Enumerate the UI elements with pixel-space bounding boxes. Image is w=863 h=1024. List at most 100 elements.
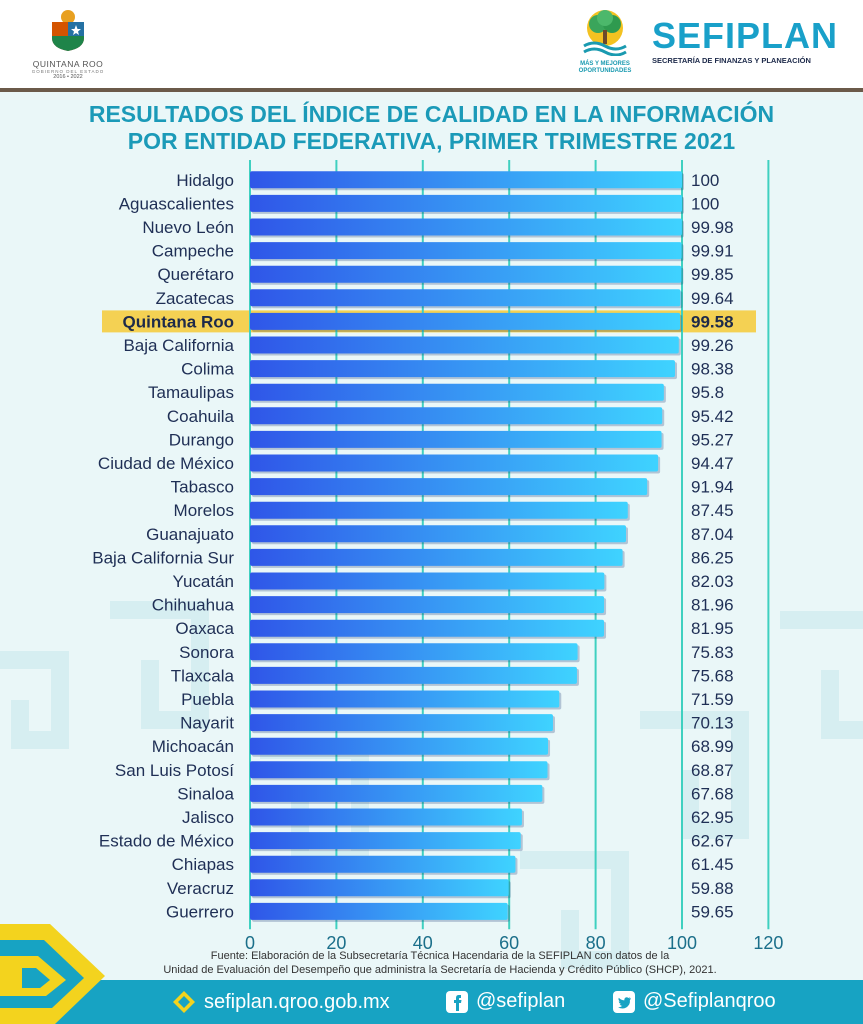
category-label: Nuevo León (142, 218, 234, 237)
website-text: sefiplan.qroo.gob.mx (204, 990, 390, 1013)
chart-title: RESULTADOS DEL ÍNDICE DE CALIDAD EN LA I… (0, 101, 863, 155)
bar (250, 360, 676, 378)
bar (250, 643, 578, 661)
chart-title-line-2: POR ENTIDAD FEDERATIVA, PRIMER TRIMESTRE… (127, 128, 736, 154)
value-label: 99.85 (691, 265, 734, 284)
tree-icon (583, 10, 627, 57)
value-label: 81.95 (691, 619, 734, 638)
footer-bar: sefiplan.qroo.gob.mx @sefiplan @Sefiplan… (0, 980, 863, 1024)
x-tick-label: 40 (413, 933, 433, 950)
bar (250, 501, 628, 519)
value-label: 67.68 (691, 784, 734, 803)
bar (250, 336, 679, 354)
bar (250, 454, 659, 472)
opportunities-line2: OPORTUNIDADES (578, 68, 632, 74)
x-tick-label: 100 (667, 933, 697, 950)
value-label: 87.45 (691, 501, 734, 520)
value-label: 94.47 (691, 454, 734, 473)
state-logo-years: 2016 • 2022 (53, 74, 83, 80)
value-label: 68.87 (691, 761, 734, 780)
bar (250, 525, 627, 543)
category-label: Nayarit (180, 714, 234, 733)
diamond-logo-icon (173, 991, 195, 1013)
facebook-text: @sefiplan (476, 990, 566, 1012)
category-label: Zacatecas (156, 289, 234, 308)
twitter-link[interactable]: @Sefiplanqroo (613, 990, 776, 1013)
category-label: Oaxaca (175, 619, 234, 638)
agency-name: SEFIPLAN (652, 15, 839, 56)
category-label: Coahuila (167, 407, 235, 426)
category-label: Quintana Roo (123, 312, 234, 331)
value-label: 100 (691, 171, 719, 190)
category-label: Puebla (181, 690, 234, 709)
value-label: 62.95 (691, 808, 734, 827)
value-label: 95.8 (691, 383, 724, 402)
state-logo-sub: GOBIERNO DEL ESTADO (31, 69, 105, 74)
category-label: Tabasco (171, 478, 234, 497)
bar (250, 171, 682, 189)
bar (250, 596, 605, 614)
category-label: Estado de México (99, 832, 234, 851)
bar (250, 194, 682, 212)
category-label: Campeche (152, 242, 234, 261)
value-label: 82.03 (691, 572, 734, 591)
value-label: 71.59 (691, 690, 734, 709)
bar (250, 666, 577, 684)
website-link[interactable]: sefiplan.qroo.gob.mx (172, 990, 390, 1014)
category-label: Michoacán (152, 737, 234, 756)
bar (250, 218, 682, 236)
category-label: Guanajuato (146, 525, 234, 544)
x-tick-label: 60 (499, 933, 519, 950)
bar (250, 784, 543, 802)
value-label: 95.27 (691, 430, 734, 449)
bar (250, 383, 664, 401)
value-label: 99.26 (691, 336, 734, 355)
bar (250, 902, 508, 920)
category-label: Tlaxcala (171, 666, 235, 685)
bar (250, 407, 663, 425)
category-label: Veracruz (167, 879, 234, 898)
bar (250, 855, 516, 873)
bar (250, 430, 662, 448)
category-label: Aguascalientes (119, 194, 234, 213)
value-label: 61.45 (691, 855, 734, 874)
x-tick-label: 20 (326, 933, 346, 950)
category-label: Sonora (179, 643, 234, 662)
value-label: 68.99 (691, 737, 734, 756)
value-label: 87.04 (691, 525, 734, 544)
value-label: 86.25 (691, 548, 734, 567)
category-label: Ciudad de México (98, 454, 234, 473)
value-label: 75.83 (691, 643, 734, 662)
facebook-icon (446, 990, 468, 1013)
category-label: Querétaro (157, 265, 234, 284)
category-label: Colima (181, 360, 234, 379)
bar (250, 312, 681, 330)
value-label: 59.88 (691, 879, 734, 898)
value-label: 91.94 (691, 478, 734, 497)
bar (250, 242, 682, 260)
bar (250, 289, 681, 307)
value-label: 59.65 (691, 902, 734, 921)
bar (250, 832, 521, 850)
category-label: Hidalgo (176, 171, 234, 190)
bar (250, 808, 522, 826)
facebook-link[interactable]: @sefiplan (446, 990, 565, 1013)
category-label: Morelos (174, 501, 234, 520)
source-line-1: Fuente: Elaboración de la Subsecretaría … (210, 950, 670, 962)
opportunities-logo: MÁS Y MEJORES OPORTUNIDADES (570, 8, 640, 76)
bar (250, 879, 509, 897)
bar (250, 737, 549, 755)
source-line-2: Unidad de Evaluación del Desempeño que a… (163, 964, 717, 976)
value-label: 62.67 (691, 832, 734, 851)
category-label: Baja California Sur (92, 548, 234, 567)
value-label: 100 (691, 194, 719, 213)
agency-logo: SEFIPLAN SECRETARÍA DE FINANZAS Y PLANEA… (652, 15, 842, 66)
value-label: 70.13 (691, 714, 734, 733)
opportunities-line1: MÁS Y MEJORES (580, 61, 630, 67)
value-label: 99.58 (691, 312, 734, 331)
state-logo: QUINTANA ROO GOBIERNO DEL ESTADO 2016 • … (30, 8, 106, 84)
value-label: 95.42 (691, 407, 734, 426)
value-label: 99.64 (691, 289, 734, 308)
bar (250, 761, 548, 779)
x-tick-label: 120 (753, 933, 783, 950)
